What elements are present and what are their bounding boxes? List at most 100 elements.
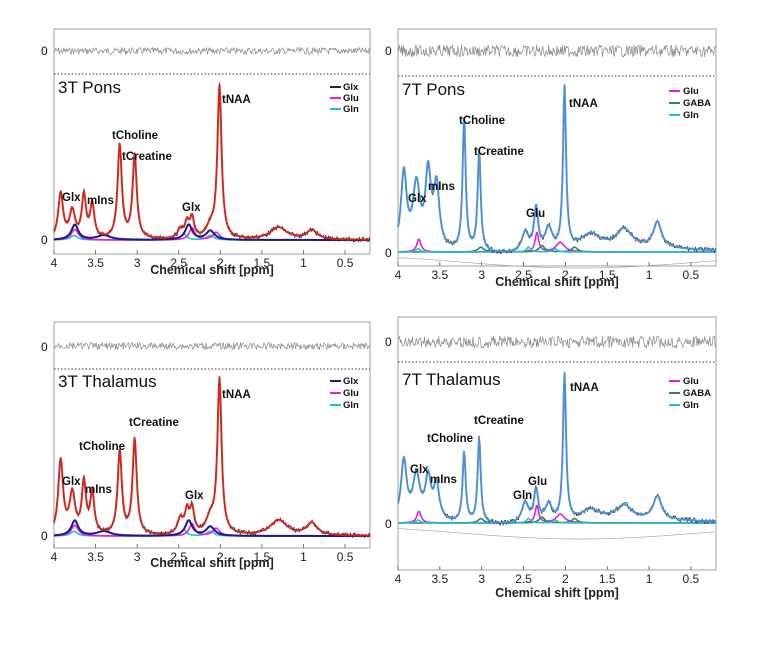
x-tick-label: 2: [217, 550, 224, 564]
x-tick-label: 3: [478, 572, 485, 586]
peak-label-glx: Glx: [410, 464, 429, 476]
panel-title: 7T Thalamus: [402, 370, 501, 389]
peak-labels: Glx mIns tCholine tCreatine Gln Glu tNAA: [410, 382, 599, 502]
residual-zero-label: 0: [385, 335, 392, 349]
x-tick-label: 2: [562, 268, 569, 282]
legend: Glx Glu Gln: [330, 376, 359, 411]
peak-labels: Glx mIns tCholine tCreatine Glx tNAA: [62, 94, 251, 214]
legend-label-glu: Glu: [343, 93, 359, 104]
peak-label-mins: mIns: [87, 195, 114, 207]
panel-7t-pons: 0 0 7T Pons 4 3.5 3 2.5 2 1.5 1 0.5 Chemical sh…: [385, 28, 717, 289]
x-ticks: 4 3.5 3 2.5 2 1.5 1 0.5: [51, 544, 354, 564]
x-tick-label: 2.5: [515, 268, 532, 282]
spectrum-lines: [397, 44, 717, 269]
peak-label-tnaa: tNAA: [222, 94, 251, 106]
x-tick-label: 4: [395, 268, 402, 282]
x-tick-label: 1: [646, 268, 653, 282]
peak-label-mins: mIns: [430, 474, 457, 486]
spectrum-lines: [53, 47, 371, 243]
peak-label-glx-2: Glx: [185, 490, 204, 502]
series-baseline: [397, 528, 716, 540]
axes-box: [53, 321, 371, 549]
panel-title: 7T Pons: [402, 80, 465, 99]
x-tick-label: 0.5: [683, 268, 700, 282]
residual-zero-label: 0: [385, 44, 392, 58]
x-tick-label: 2: [562, 572, 569, 586]
x-tick-label: 4: [51, 256, 58, 270]
peak-label-tcholine: tCholine: [112, 130, 158, 142]
x-axis-label: Chemical shift [ppm]: [495, 586, 619, 600]
spectrum-lines: [53, 342, 371, 539]
peak-label-tcreatine: tCreatine: [474, 146, 524, 158]
legend-label-gaba: GABA: [683, 98, 711, 109]
spectrum-lines: [397, 335, 717, 540]
series-data: [53, 82, 371, 243]
x-tick-label: 2.5: [170, 550, 187, 564]
series-fit: [53, 376, 371, 537]
legend: Glu GABA Gln: [669, 376, 711, 411]
legend-label-gln: Gln: [343, 104, 359, 115]
x-tick-label: 1: [300, 550, 307, 564]
baseline-zero-label: 0: [41, 233, 48, 247]
x-tick-label: 2: [217, 256, 224, 270]
panel-3t-pons: 0 0 3T Pons 4 3.5 3 2.5 2 1.5 1 0.5 Chemical sh…: [41, 28, 371, 277]
legend-label-gln: Gln: [683, 400, 699, 411]
series-residual: [397, 44, 717, 58]
axes-box: [397, 316, 717, 571]
axes-box: [53, 28, 371, 255]
peak-labels: Glx mIns tCholine tCreatine Glu tNAA: [408, 98, 598, 220]
x-tick-label: 4: [51, 550, 58, 564]
series-data: [53, 375, 371, 539]
x-tick-label: 1: [300, 256, 307, 270]
x-ticks: 4 3.5 3 2.5 2 1.5 1 0.5: [51, 250, 354, 270]
peak-label-glu: Glu: [528, 476, 547, 488]
x-axis-label: Chemical shift [ppm]: [150, 263, 274, 277]
panel-title: 3T Thalamus: [58, 372, 157, 391]
x-tick-label: 1.5: [254, 256, 271, 270]
peak-label-gln: Gln: [513, 490, 532, 502]
legend: Glu GABA Gln: [669, 86, 711, 121]
x-tick-label: 2.5: [170, 256, 187, 270]
peak-label-tnaa: tNAA: [570, 382, 599, 394]
x-tick-label: 1.5: [254, 550, 271, 564]
legend-label-glu: Glu: [683, 86, 699, 97]
baseline-zero-label: 0: [385, 246, 392, 260]
series-residual: [53, 342, 371, 350]
legend-label-gln: Gln: [683, 110, 699, 121]
peak-label-tcreatine: tCreatine: [474, 415, 524, 427]
axes-box: [397, 28, 717, 267]
x-tick-label: 0.5: [337, 256, 354, 270]
baseline-zero-label: 0: [385, 517, 392, 531]
x-ticks: 4 3.5 3 2.5 2 1.5 1 0.5: [395, 566, 700, 586]
peak-label-glx: Glx: [62, 192, 81, 204]
x-tick-label: 3: [134, 550, 141, 564]
x-tick-label: 0.5: [337, 550, 354, 564]
x-tick-label: 0.5: [683, 572, 700, 586]
x-tick-label: 3.5: [431, 572, 448, 586]
series-gln: [397, 517, 716, 524]
x-tick-label: 3.5: [87, 550, 104, 564]
panel-7t-thalamus: 0 0 7T Thalamus 4 3.5 3 2.5 2 1.5 1 0.5 Chemica…: [385, 316, 717, 600]
residual-zero-label: 0: [41, 44, 48, 58]
legend-label-glu: Glu: [343, 388, 359, 399]
peak-label-tnaa: tNAA: [222, 389, 251, 401]
x-tick-label: 1: [646, 572, 653, 586]
legend-label-glx: Glx: [343, 82, 359, 93]
legend-label-glu: Glu: [683, 376, 699, 387]
x-axis-label: Chemical shift [ppm]: [150, 556, 274, 570]
series-fit: [53, 83, 371, 241]
series-residual: [397, 335, 717, 349]
x-axis-label: Chemical shift [ppm]: [495, 275, 619, 289]
peak-label-glx: Glx: [62, 476, 81, 488]
series-gln: [398, 246, 716, 253]
peak-label-tcreatine: tCreatine: [129, 417, 179, 429]
peak-label-tcreatine: tCreatine: [122, 151, 172, 163]
x-tick-label: 3: [134, 256, 141, 270]
peak-labels: Glx mIns tCholine tCreatine Glx tNAA: [62, 389, 251, 502]
x-tick-label: 1.5: [599, 268, 616, 282]
legend-label-gln: Gln: [343, 400, 359, 411]
x-tick-label: 4: [395, 572, 402, 586]
x-tick-label: 1.5: [599, 572, 616, 586]
series-data: [397, 84, 717, 254]
